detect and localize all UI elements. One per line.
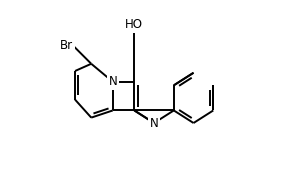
Text: N: N	[108, 75, 117, 88]
Text: Br: Br	[60, 39, 73, 52]
Text: HO: HO	[125, 18, 143, 31]
Text: N: N	[150, 117, 158, 130]
